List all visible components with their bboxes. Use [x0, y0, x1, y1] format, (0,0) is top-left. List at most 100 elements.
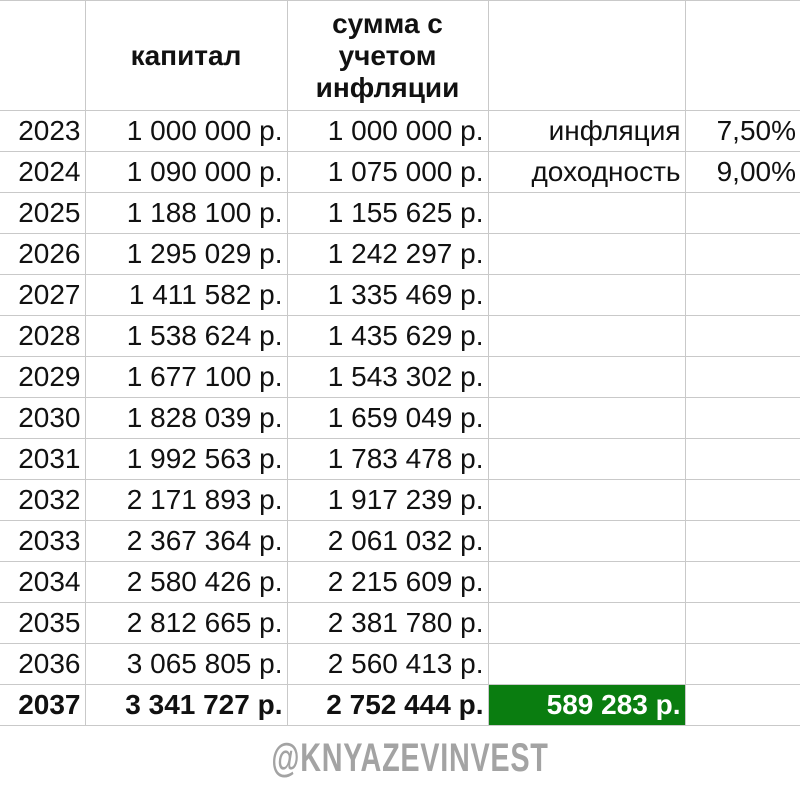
adjusted-cell[interactable]: 2 061 032 р.: [286, 520, 489, 562]
adjusted-cell[interactable]: 1 000 000 р.: [286, 110, 489, 152]
adjusted-cell[interactable]: 1 435 629 р.: [286, 315, 489, 357]
param-label-cell[interactable]: [487, 233, 686, 275]
param-value-cell[interactable]: [684, 356, 800, 398]
param-value-cell[interactable]: [684, 561, 800, 603]
total-adjusted-cell[interactable]: 2 752 444 р.: [286, 684, 489, 726]
param-label-cell[interactable]: [487, 397, 686, 439]
param-label-cell[interactable]: [487, 520, 686, 562]
capital-cell[interactable]: 2 812 665 р.: [84, 602, 288, 644]
difference-cell[interactable]: 589 283 р.: [487, 684, 686, 726]
year-cell[interactable]: 2027: [0, 274, 86, 316]
header-capital-label: капитал: [130, 39, 242, 71]
year-cell[interactable]: 2031: [0, 438, 86, 480]
param-label-cell[interactable]: [487, 602, 686, 644]
total-capital-cell[interactable]: 3 341 727 р.: [84, 684, 288, 726]
header-param-cell[interactable]: [487, 0, 686, 111]
table-row: 2036 3 065 805 р. 2 560 413 р.: [0, 643, 800, 685]
table-row: 2035 2 812 665 р. 2 381 780 р.: [0, 602, 800, 644]
table-row: 2029 1 677 100 р. 1 543 302 р.: [0, 356, 800, 398]
param-label-cell[interactable]: [487, 356, 686, 398]
adjusted-cell[interactable]: 2 560 413 р.: [286, 643, 489, 685]
year-cell[interactable]: 2023: [0, 110, 86, 152]
table-row: 2033 2 367 364 р. 2 061 032 р.: [0, 520, 800, 562]
param-value-cell[interactable]: [684, 438, 800, 480]
table-row: 2028 1 538 624 р. 1 435 629 р.: [0, 315, 800, 357]
adjusted-cell[interactable]: 1 075 000 р.: [286, 151, 489, 193]
param-value-cell[interactable]: [684, 397, 800, 439]
table-row: 2034 2 580 426 р. 2 215 609 р.: [0, 561, 800, 603]
param-value-cell[interactable]: [684, 192, 800, 234]
year-cell[interactable]: 2024: [0, 151, 86, 193]
adjusted-cell[interactable]: 2 215 609 р.: [286, 561, 489, 603]
capital-cell[interactable]: 1 090 000 р.: [84, 151, 288, 193]
capital-cell[interactable]: 1 000 000 р.: [84, 110, 288, 152]
capital-cell[interactable]: 2 580 426 р.: [84, 561, 288, 603]
year-cell[interactable]: 2029: [0, 356, 86, 398]
param-label-cell[interactable]: [487, 643, 686, 685]
table-row: 2024 1 090 000 р. 1 075 000 р. доходность 9,…: [0, 151, 800, 193]
header-year-cell[interactable]: [0, 0, 86, 111]
param-value-cell[interactable]: [684, 643, 800, 685]
year-cell[interactable]: 2033: [0, 520, 86, 562]
adjusted-cell[interactable]: 1 335 469 р.: [286, 274, 489, 316]
adjusted-cell[interactable]: 1 242 297 р.: [286, 233, 489, 275]
year-cell[interactable]: 2030: [0, 397, 86, 439]
year-cell[interactable]: 2026: [0, 233, 86, 275]
capital-cell[interactable]: 2 367 364 р.: [84, 520, 288, 562]
capital-cell[interactable]: 1 828 039 р.: [84, 397, 288, 439]
empty-cell[interactable]: [684, 684, 800, 726]
adjusted-cell[interactable]: 1 155 625 р.: [286, 192, 489, 234]
year-cell[interactable]: 2028: [0, 315, 86, 357]
param-label-cell[interactable]: [487, 438, 686, 480]
total-year-cell[interactable]: 2037: [0, 684, 86, 726]
param-value-cell[interactable]: [684, 274, 800, 316]
param-label-cell[interactable]: инфляция: [487, 110, 686, 152]
param-value-cell[interactable]: 7,50%: [684, 110, 800, 152]
param-label-cell[interactable]: доходность: [487, 151, 686, 193]
param-label-cell[interactable]: [487, 274, 686, 316]
adjusted-cell[interactable]: 1 917 239 р.: [286, 479, 489, 521]
header-inflation-adjusted[interactable]: сумма с учетом инфляции: [286, 0, 489, 111]
table-row: 2032 2 171 893 р. 1 917 239 р.: [0, 479, 800, 521]
param-label-cell[interactable]: [487, 192, 686, 234]
watermark: @KNYAZEVINVEST: [271, 736, 549, 780]
capital-cell[interactable]: 3 065 805 р.: [84, 643, 288, 685]
capital-cell[interactable]: 1 538 624 р.: [84, 315, 288, 357]
param-value-cell[interactable]: [684, 602, 800, 644]
year-cell[interactable]: 2025: [0, 192, 86, 234]
total-row: 2037 3 341 727 р. 2 752 444 р. 589 283 р.: [0, 684, 800, 726]
table-row: 2031 1 992 563 р. 1 783 478 р.: [0, 438, 800, 480]
param-value-cell[interactable]: [684, 315, 800, 357]
capital-cell[interactable]: 1 188 100 р.: [84, 192, 288, 234]
capital-cell[interactable]: 1 411 582 р.: [84, 274, 288, 316]
param-value-cell[interactable]: [684, 479, 800, 521]
capital-cell[interactable]: 1 295 029 р.: [84, 233, 288, 275]
header-value-cell[interactable]: [684, 0, 800, 111]
year-cell[interactable]: 2032: [0, 479, 86, 521]
table-row: 2027 1 411 582 р. 1 335 469 р.: [0, 274, 800, 316]
header-adjusted-line-1: сумма с: [332, 7, 443, 39]
spreadsheet-grid: капитал сумма с учетом инфляции 2023 1 00…: [0, 0, 800, 726]
param-value-cell[interactable]: [684, 520, 800, 562]
capital-cell[interactable]: 1 677 100 р.: [84, 356, 288, 398]
param-value-cell[interactable]: 9,00%: [684, 151, 800, 193]
year-cell[interactable]: 2036: [0, 643, 86, 685]
capital-cell[interactable]: 2 171 893 р.: [84, 479, 288, 521]
adjusted-cell[interactable]: 2 381 780 р.: [286, 602, 489, 644]
header-adjusted-line-2: учетом: [338, 39, 437, 71]
header-capital[interactable]: капитал: [84, 0, 288, 111]
header-adjusted-line-3: инфляции: [315, 71, 460, 103]
param-label-cell[interactable]: [487, 561, 686, 603]
year-cell[interactable]: 2035: [0, 602, 86, 644]
param-value-cell[interactable]: [684, 233, 800, 275]
table-row: 2025 1 188 100 р. 1 155 625 р.: [0, 192, 800, 234]
table-row: 2023 1 000 000 р. 1 000 000 р. инфляция 7,50…: [0, 110, 800, 152]
param-label-cell[interactable]: [487, 479, 686, 521]
capital-cell[interactable]: 1 992 563 р.: [84, 438, 288, 480]
param-label-cell[interactable]: [487, 315, 686, 357]
adjusted-cell[interactable]: 1 659 049 р.: [286, 397, 489, 439]
year-cell[interactable]: 2034: [0, 561, 86, 603]
adjusted-cell[interactable]: 1 543 302 р.: [286, 356, 489, 398]
adjusted-cell[interactable]: 1 783 478 р.: [286, 438, 489, 480]
header-row: капитал сумма с учетом инфляции: [0, 0, 800, 111]
